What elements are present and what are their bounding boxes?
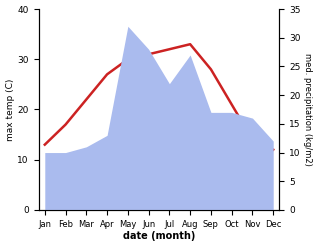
X-axis label: date (month): date (month)	[123, 231, 195, 242]
Y-axis label: med. precipitation (kg/m2): med. precipitation (kg/m2)	[303, 53, 313, 166]
Y-axis label: max temp (C): max temp (C)	[5, 78, 15, 141]
